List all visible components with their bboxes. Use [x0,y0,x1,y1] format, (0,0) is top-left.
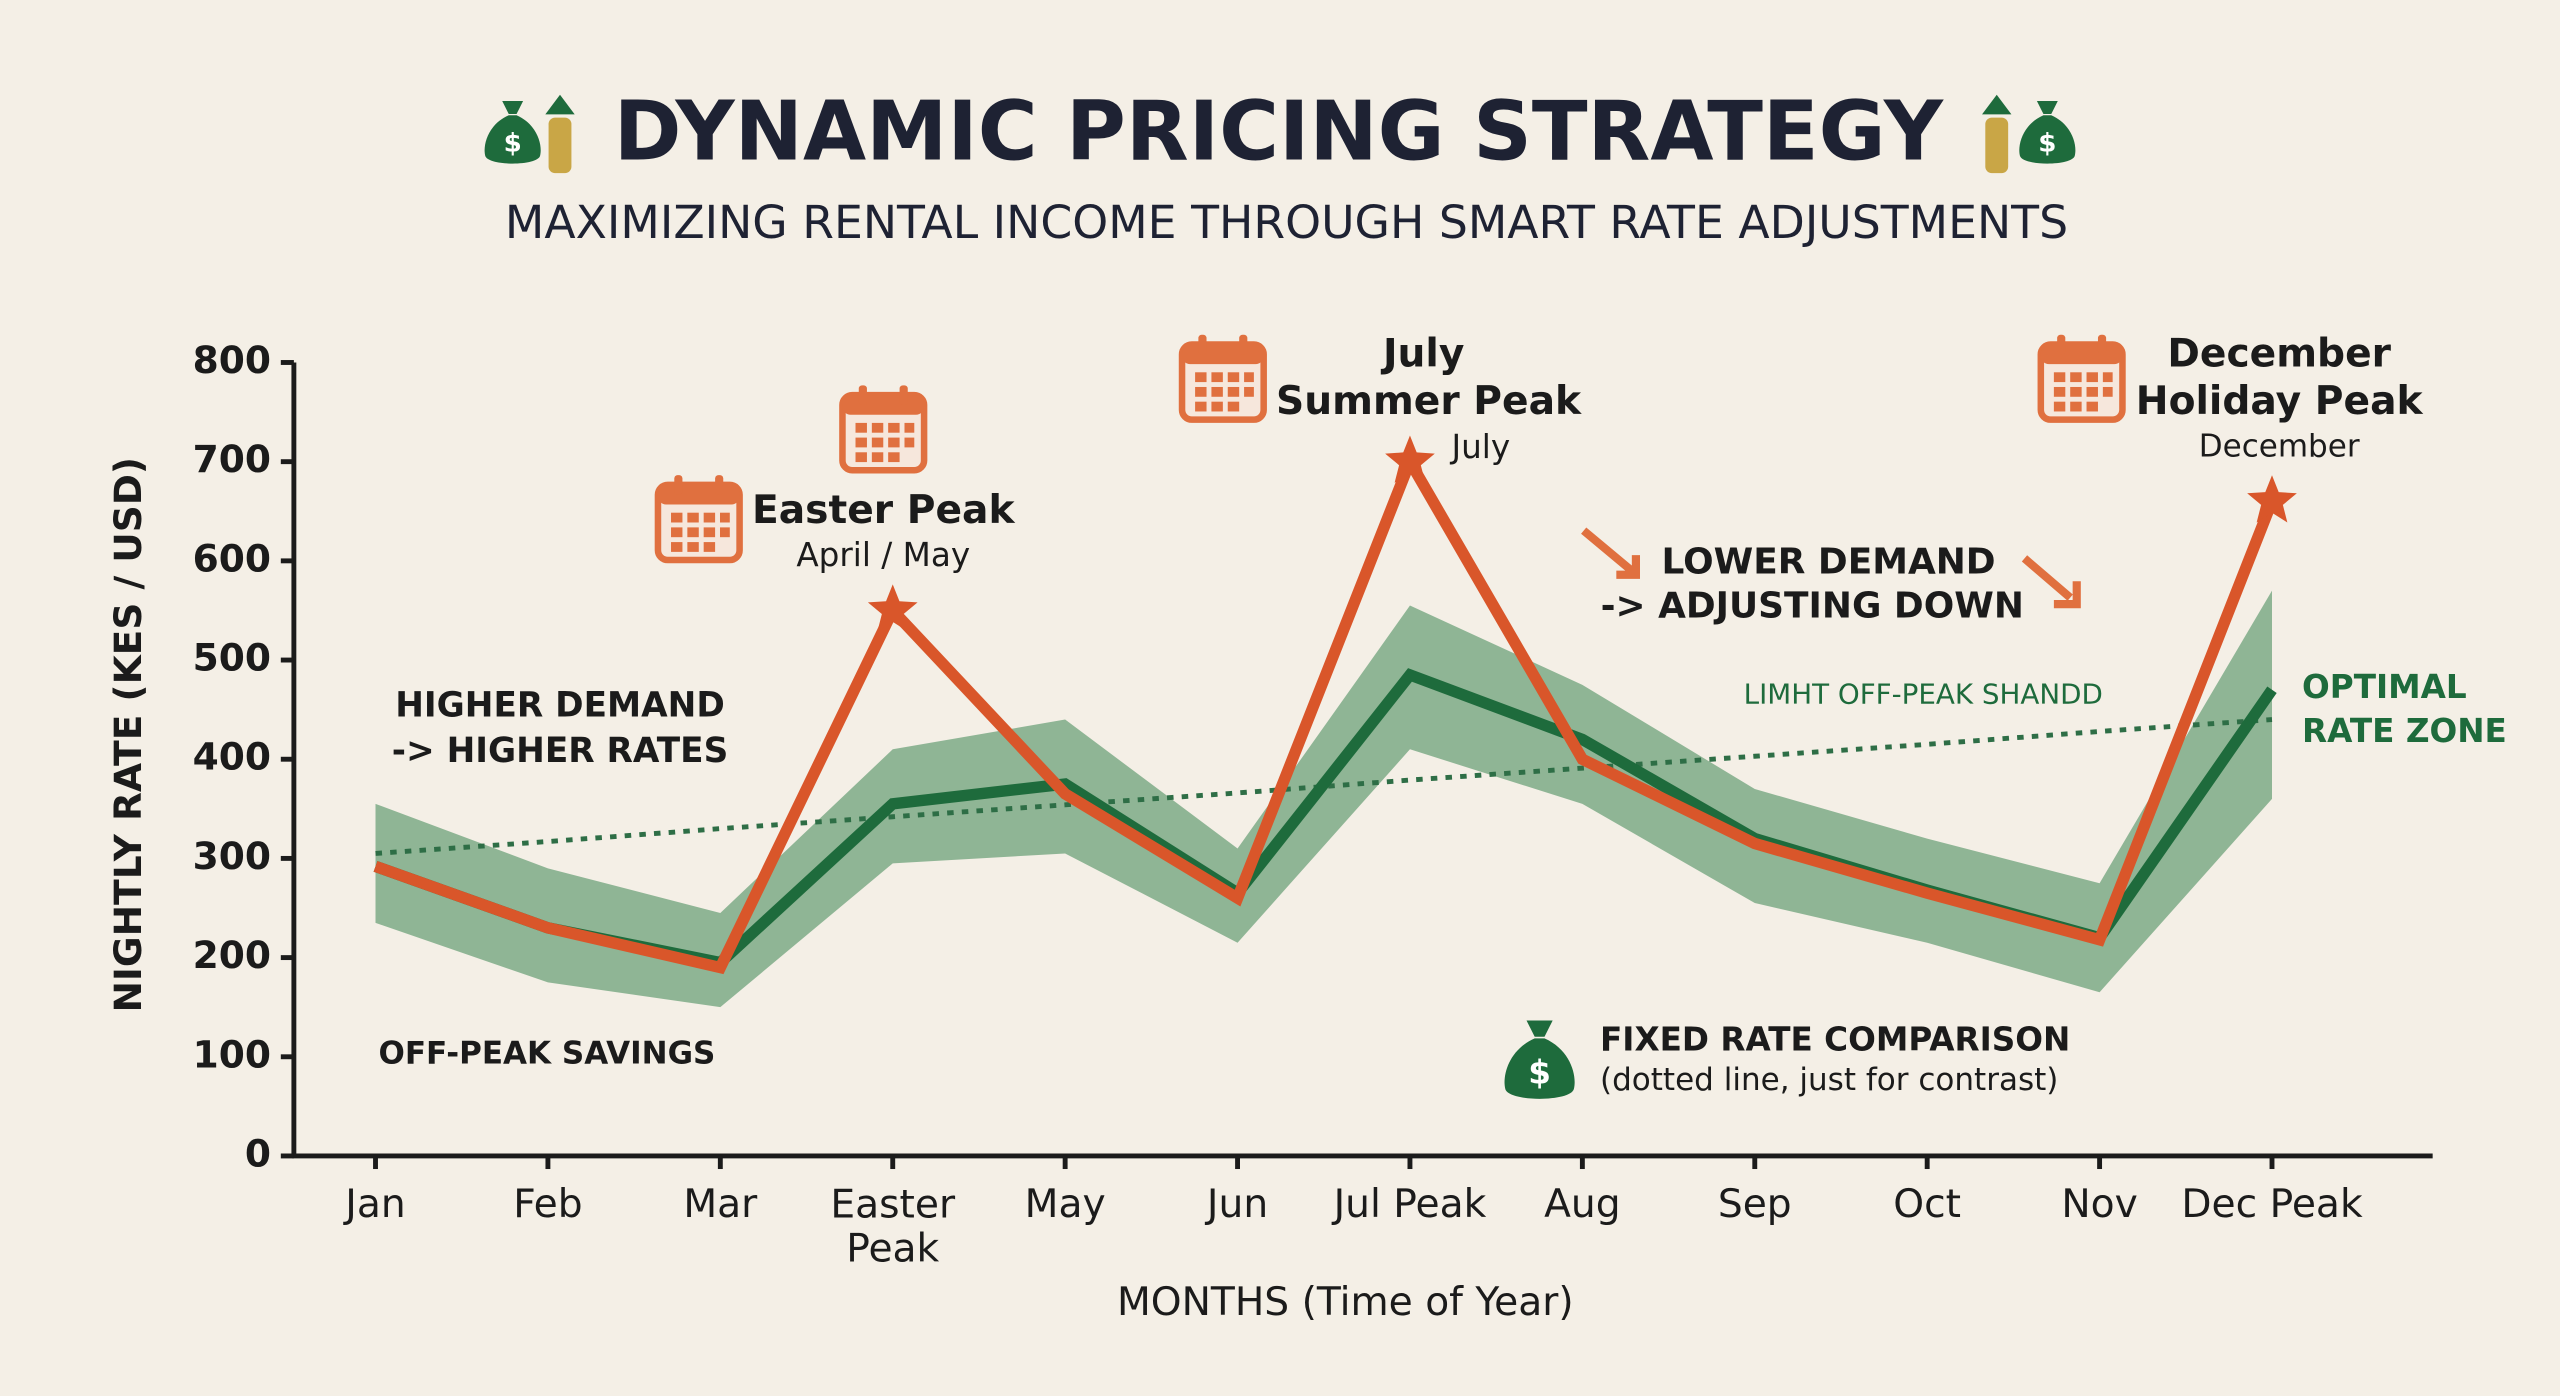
chart-title: DYNAMIC PRICING STRATEGY [614,85,1944,180]
y-tick-label: 600 [193,536,271,580]
x-tick-label: Easter Peak [830,1182,956,1271]
y-tick-label: 0 [245,1131,271,1175]
annotation: July [1449,428,1510,466]
y-tick-label: 100 [193,1032,271,1076]
annotation: -> ADJUSTING DOWN [1601,585,2024,626]
arrow-icon [545,94,575,115]
x-tick-label: Mar [683,1182,758,1227]
annotation: Holiday Peak [2136,379,2424,424]
x-tick-label: May [1025,1182,1106,1227]
x-tick-label: Sep [1718,1182,1792,1227]
annotation: OPTIMAL [2302,668,2467,706]
y-axis-label: NIGHTLY RATE (KES / USD) [106,457,150,1013]
calendar-icon [658,475,740,560]
y-tick-label: 700 [193,437,271,481]
x-tick-label: Jun [1204,1182,1268,1227]
x-tick-label: Nov [2061,1182,2137,1227]
y-tick-label: 500 [193,636,271,680]
calendar-icon [1182,335,1264,420]
annotation: (dotted line, just for contrast) [1600,1062,2058,1098]
money-icon [484,100,541,164]
annotation: December [2167,331,2391,376]
trend-arrow [2021,555,2081,609]
y-tick-label: 800 [193,338,271,382]
annotation: December [2199,428,2360,464]
annotation: OFF-PEAK SAVINGS [378,1036,715,1072]
coin-icon [548,117,572,174]
annotation: RATE ZONE [2302,712,2507,750]
calendar-icon [2041,335,2123,420]
peak-marker [2247,475,2297,523]
money-icon [1504,1020,1575,1099]
x-tick-label: Jan [342,1182,405,1227]
annotation: -> HIGHER RATES [392,731,729,771]
annotation: LOWER DEMAND [1662,541,1996,582]
peak-marker [867,584,918,632]
chart-subtitle: MAXIMIZING RENTAL INCOME THROUGH SMART R… [505,196,2068,249]
x-tick-label: Dec Peak [2181,1182,2363,1227]
annotation: Easter Peak [752,488,1015,533]
x-tick-label: Oct [1893,1182,1961,1227]
annotation: Summer Peak [1276,379,1582,424]
y-tick-label: 200 [193,933,271,977]
annotation: FIXED RATE COMPARISON [1600,1021,2070,1059]
y-tick-label: 300 [193,834,271,878]
y-tick-label: 400 [193,735,271,779]
annotation: April / May [796,536,970,574]
peak-marker [1385,435,1435,483]
money-icon [2019,100,2076,164]
annotation: July [1380,331,1464,376]
x-axis-label: MONTHS (Time of Year) [1117,1280,1574,1325]
coin-icon [1985,117,2009,174]
trend-arrow [1581,527,1640,579]
annotation: LIMHT OFF-PEAK SHANDD [1744,678,2103,711]
rate-band [375,590,2272,1008]
x-tick-label: Aug [1544,1182,1621,1227]
x-tick-label: Jul Peak [1331,1182,1487,1227]
rate-line [373,448,2278,975]
annotation: HIGHER DEMAND [395,685,725,725]
x-tick-label: Feb [513,1182,582,1227]
calendar-icon [842,385,924,470]
arrow-icon [1982,94,2012,115]
